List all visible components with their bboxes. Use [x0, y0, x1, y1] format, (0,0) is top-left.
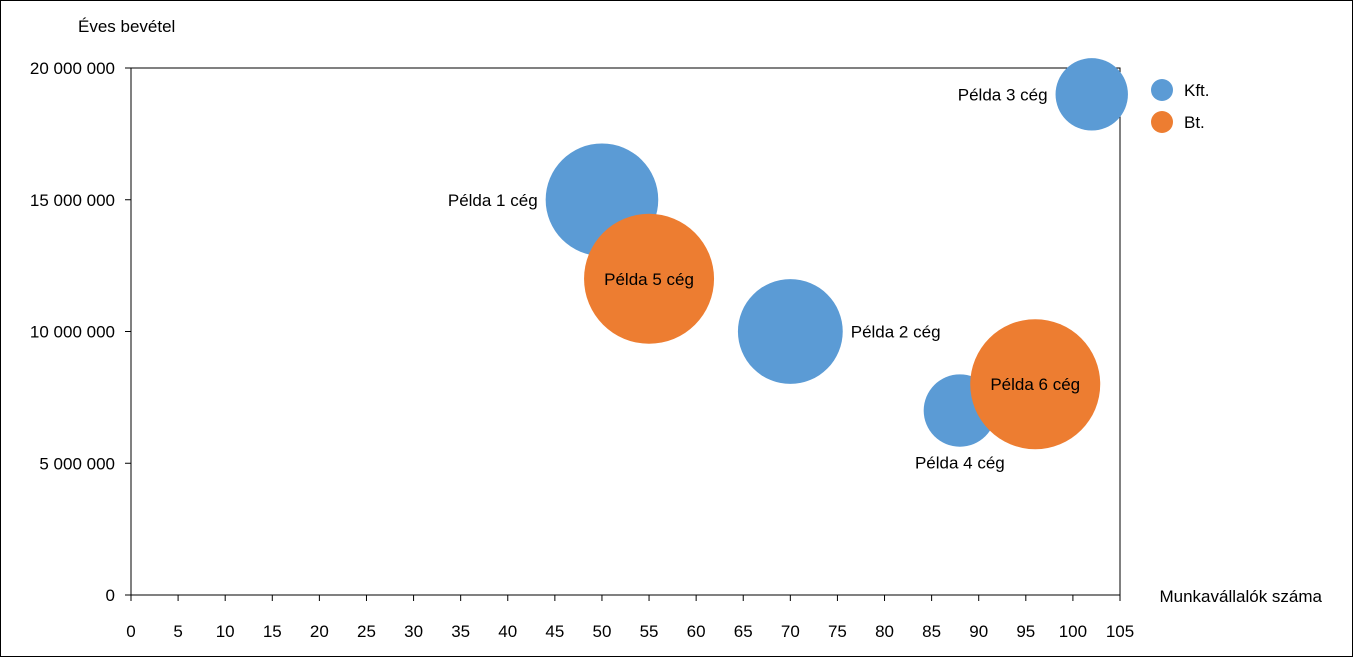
x-tick-label: 25 — [357, 622, 376, 641]
data-label: Példa 6 cég — [990, 375, 1080, 394]
x-axis-title: Munkavállalók száma — [1159, 587, 1322, 606]
x-tick-label: 20 — [310, 622, 329, 641]
x-tick-label: 40 — [498, 622, 517, 641]
x-tick-label: 10 — [216, 622, 235, 641]
data-label: Példa 3 cég — [958, 85, 1048, 104]
x-tick-label: 15 — [263, 622, 282, 641]
x-tick-label: 45 — [545, 622, 564, 641]
legend-marker — [1151, 79, 1173, 101]
y-axis: 0 5 000 000 10 000 000 15 000 000 20 000 000 — [30, 59, 132, 605]
x-tick-label: 60 — [687, 622, 706, 641]
x-tick-label: 35 — [451, 622, 470, 641]
x-tick-label: 50 — [592, 622, 611, 641]
y-tick-label: 0 — [106, 586, 115, 605]
data-label: Példa 1 cég — [448, 191, 538, 210]
y-tick-label: 10 000 000 — [30, 323, 115, 342]
x-tick-label: 65 — [734, 622, 753, 641]
x-tick-label: 5 — [173, 622, 182, 641]
x-tick-label: 75 — [828, 622, 847, 641]
y-tick-label: 15 000 000 — [30, 191, 115, 210]
x-tick-label: 105 — [1106, 622, 1134, 641]
data-labels-layer: Példa 1 cég Példa 2 cég Példa 3 cég Példa 4… — [448, 85, 1080, 472]
legend-label: Kft. — [1184, 81, 1210, 100]
bubble-bt-1 — [584, 213, 715, 344]
x-tick-label: 70 — [781, 622, 800, 641]
x-tick-label: 95 — [1016, 622, 1035, 641]
legend-marker — [1151, 111, 1173, 133]
legend-label: Bt. — [1184, 113, 1205, 132]
x-tick-label: 85 — [922, 622, 941, 641]
data-label: Példa 5 cég — [604, 270, 694, 289]
bubble-kft-2 — [737, 279, 843, 384]
y-axis-title: Éves bevétel — [78, 17, 175, 36]
legend: Kft. Bt. — [1151, 79, 1210, 133]
x-tick-label: 100 — [1059, 622, 1087, 641]
bubble-kft-3 — [1055, 58, 1128, 131]
x-tick-label: 0 — [126, 622, 135, 641]
x-tick-label: 55 — [640, 622, 659, 641]
x-tick-label: 80 — [875, 622, 894, 641]
x-tick-label: 90 — [969, 622, 988, 641]
y-tick-label: 5 000 000 — [39, 454, 115, 473]
x-axis: 0 5 10 15 20 25 30 35 40 45 50 55 60 65 70 75 80 85 90 95 10… — [126, 594, 1134, 641]
bubbles-layer — [545, 58, 1128, 450]
y-tick-label: 20 000 000 — [30, 59, 115, 78]
data-label: Példa 2 cég — [851, 323, 941, 342]
x-tick-label: 30 — [404, 622, 423, 641]
data-label: Példa 4 cég — [915, 454, 1005, 473]
bubble-bt-2 — [970, 319, 1101, 450]
